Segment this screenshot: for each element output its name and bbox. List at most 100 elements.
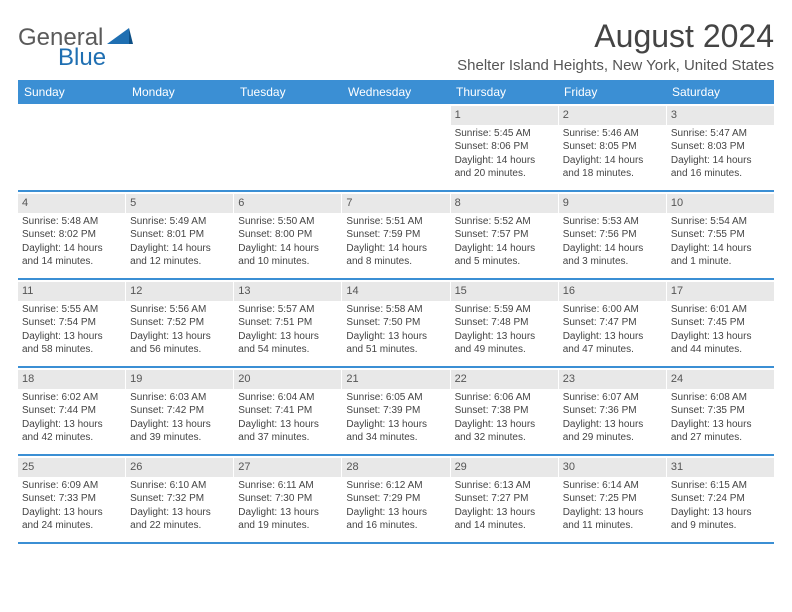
- week-row: 11 Sunrise: 5:55 AMSunset: 7:54 PM Dayligh…: [18, 280, 774, 368]
- day-detail-line: and 3 minutes.: [563, 255, 662, 269]
- day-number: 9: [559, 194, 666, 213]
- day-detail-line: Sunset: 7:24 PM: [671, 492, 770, 506]
- day-detail-line: and 27 minutes.: [671, 431, 770, 445]
- day-number: 29: [451, 458, 558, 477]
- day-detail-line: and 24 minutes.: [22, 519, 121, 533]
- day-cell: 28Sunrise: 6:12 AMSunset: 7:29 PMDayligh…: [342, 456, 450, 542]
- day-detail-line: Sunrise: 6:04 AM: [238, 391, 337, 405]
- day-cell: 31Sunrise: 6:15 AMSunset: 7:24 PMDayligh…: [667, 456, 774, 542]
- week-row: 18Sunrise: 6:02 AMSunset: 7:44 PMDayligh…: [18, 368, 774, 456]
- day-number: 16: [559, 282, 666, 301]
- month-title: August 2024: [457, 18, 774, 55]
- day-detail-line: Sunset: 8:02 PM: [22, 228, 121, 242]
- day-detail-line: Daylight: 13 hours: [563, 506, 662, 520]
- day-detail-line: Sunrise: 6:01 AM: [671, 303, 770, 317]
- day-number: 13: [234, 282, 341, 301]
- day-detail-line: Sunset: 8:06 PM: [455, 140, 554, 154]
- day-number: 6: [234, 194, 341, 213]
- day-detail-line: Daylight: 13 hours: [346, 330, 445, 344]
- day-detail-line: Sunrise: 5:57 AM: [238, 303, 337, 317]
- day-detail-line: Sunrise: 5:51 AM: [346, 215, 445, 229]
- day-detail-line: Sunset: 7:41 PM: [238, 404, 337, 418]
- day-detail-line: Daylight: 13 hours: [563, 418, 662, 432]
- day-detail-line: Daylight: 13 hours: [346, 506, 445, 520]
- title-block: August 2024 Shelter Island Heights, New …: [457, 18, 774, 74]
- day-detail-line: Daylight: 13 hours: [671, 418, 770, 432]
- day-number: 7: [342, 194, 449, 213]
- day-detail-line: Sunset: 7:44 PM: [22, 404, 121, 418]
- day-detail-line: Sunset: 7:52 PM: [130, 316, 229, 330]
- day-detail-line: Daylight: 14 hours: [455, 242, 554, 256]
- day-detail-line: Daylight: 13 hours: [22, 506, 121, 520]
- day-detail-line: Daylight: 13 hours: [238, 506, 337, 520]
- day-number: 30: [559, 458, 666, 477]
- day-detail-line: Sunrise: 6:07 AM: [563, 391, 662, 405]
- day-detail-line: Sunset: 7:38 PM: [455, 404, 554, 418]
- day-cell: 12Sunrise: 5:56 AMSunset: 7:52 PMDayligh…: [126, 280, 234, 366]
- day-detail-line: Daylight: 13 hours: [563, 330, 662, 344]
- day-detail-line: Sunset: 7:51 PM: [238, 316, 337, 330]
- day-cell: 30Sunrise: 6:14 AMSunset: 7:25 PMDayligh…: [559, 456, 667, 542]
- day-detail-line: Sunset: 7:36 PM: [563, 404, 662, 418]
- day-cell: [18, 104, 126, 190]
- day-detail-line: Sunrise: 5:45 AM: [455, 127, 554, 141]
- day-number: [126, 106, 233, 122]
- day-detail-line: Daylight: 13 hours: [455, 506, 554, 520]
- day-number: 26: [126, 458, 233, 477]
- day-number: 3: [667, 106, 774, 125]
- day-detail-line: and 51 minutes.: [346, 343, 445, 357]
- day-detail-line: Sunrise: 6:09 AM: [22, 479, 121, 493]
- day-detail-line: Sunset: 7:54 PM: [22, 316, 121, 330]
- day-cell: 29Sunrise: 6:13 AMSunset: 7:27 PMDayligh…: [451, 456, 559, 542]
- day-detail-line: and 32 minutes.: [455, 431, 554, 445]
- day-detail-line: Sunset: 7:55 PM: [671, 228, 770, 242]
- day-detail-line: Sunset: 7:45 PM: [671, 316, 770, 330]
- day-detail-line: Sunset: 8:00 PM: [238, 228, 337, 242]
- day-header-wednesday: Wednesday: [342, 80, 450, 104]
- day-number: 28: [342, 458, 449, 477]
- day-detail-line: Sunset: 7:39 PM: [346, 404, 445, 418]
- day-detail-line: Sunrise: 6:08 AM: [671, 391, 770, 405]
- day-cell: 10Sunrise: 5:54 AMSunset: 7:55 PMDayligh…: [667, 192, 774, 278]
- day-detail-line: and 14 minutes.: [455, 519, 554, 533]
- day-cell: 5Sunrise: 5:49 AMSunset: 8:01 PMDaylight…: [126, 192, 234, 278]
- day-cell: 7Sunrise: 5:51 AMSunset: 7:59 PMDaylight…: [342, 192, 450, 278]
- location-text: Shelter Island Heights, New York, United…: [457, 57, 774, 74]
- day-detail-line: Daylight: 13 hours: [455, 418, 554, 432]
- day-detail-line: Sunrise: 5:55 AM: [22, 303, 121, 317]
- day-cell: 14Sunrise: 5:58 AMSunset: 7:50 PMDayligh…: [342, 280, 450, 366]
- day-number: 4: [18, 194, 125, 213]
- day-number: 12: [126, 282, 233, 301]
- day-cell: 16Sunrise: 6:00 AMSunset: 7:47 PMDayligh…: [559, 280, 667, 366]
- day-detail-line: and 5 minutes.: [455, 255, 554, 269]
- day-detail-line: Daylight: 14 hours: [130, 242, 229, 256]
- day-detail-line: Sunrise: 5:49 AM: [130, 215, 229, 229]
- day-detail-line: and 14 minutes.: [22, 255, 121, 269]
- logo-triangle-icon: [107, 26, 133, 51]
- day-number: 11: [18, 282, 125, 301]
- day-detail-line: Sunset: 7:50 PM: [346, 316, 445, 330]
- day-detail-line: and 54 minutes.: [238, 343, 337, 357]
- day-detail-line: and 39 minutes.: [130, 431, 229, 445]
- day-detail-line: Daylight: 13 hours: [22, 418, 121, 432]
- day-header-saturday: Saturday: [666, 80, 774, 104]
- day-detail-line: Daylight: 13 hours: [346, 418, 445, 432]
- day-detail-line: Daylight: 14 hours: [671, 242, 770, 256]
- logo-text-blue: Blue: [58, 44, 106, 72]
- day-cell: [234, 104, 342, 190]
- day-detail-line: Sunrise: 6:10 AM: [130, 479, 229, 493]
- day-detail-line: Sunrise: 6:11 AM: [238, 479, 337, 493]
- day-detail-line: Sunrise: 6:12 AM: [346, 479, 445, 493]
- day-detail-line: Sunset: 7:27 PM: [455, 492, 554, 506]
- day-detail-line: Sunrise: 5:54 AM: [671, 215, 770, 229]
- day-detail-line: Daylight: 13 hours: [671, 330, 770, 344]
- day-detail-line: Daylight: 13 hours: [455, 330, 554, 344]
- day-cell: 11Sunrise: 5:55 AMSunset: 7:54 PMDayligh…: [18, 280, 126, 366]
- day-detail-line: Sunset: 8:03 PM: [671, 140, 770, 154]
- day-detail-line: Sunset: 7:33 PM: [22, 492, 121, 506]
- day-detail-line: Sunrise: 5:52 AM: [455, 215, 554, 229]
- day-cell: 27Sunrise: 6:11 AMSunset: 7:30 PMDayligh…: [234, 456, 342, 542]
- day-number: [18, 106, 125, 122]
- day-cell: 22Sunrise: 6:06 AMSunset: 7:38 PMDayligh…: [451, 368, 559, 454]
- day-detail-line: Sunrise: 6:03 AM: [130, 391, 229, 405]
